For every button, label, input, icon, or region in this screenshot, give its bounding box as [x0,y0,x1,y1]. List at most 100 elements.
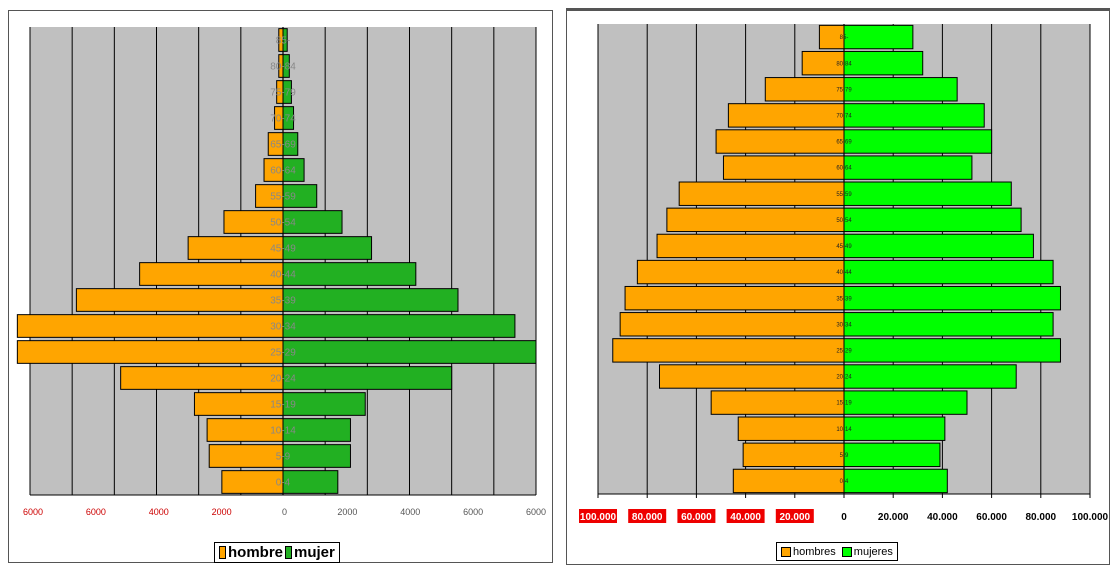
category-label: 60-64 [270,166,296,177]
bar-mujeres-45-49 [843,233,1034,259]
category-label: 35-39 [836,296,852,302]
bar-mujeres-20-24 [843,364,1017,389]
bar-mujeres-10-14 [843,416,946,441]
category-label: 55-59 [270,192,296,203]
x-tick-label: 80.000 [1026,512,1057,523]
x-tick-highlight [579,509,617,523]
x-tick-label: 6000 [526,507,546,517]
legend-label-hombre: hombre [228,544,284,561]
legend-item-hombres: hombres [781,546,836,558]
x-tick-label: 4000 [400,507,420,517]
x-tick-label: 40.000 [927,512,958,523]
x-tick-label: 20.000 [780,512,811,523]
bar-mujer-5-9 [282,444,351,468]
legend-label-mujeres: mujeres [853,545,893,558]
category-label: 40-44 [836,270,852,276]
bar-mujer-25-29 [282,340,537,364]
x-tick-label: 6000 [86,507,106,517]
category-label: 30-34 [270,322,296,333]
category-label: 10-14 [270,426,296,437]
x-tick-label: 60.000 [681,512,712,523]
x-tick-label: 2000 [212,507,232,517]
x-tick-label: 6000 [23,507,43,517]
category-label: 25-29 [836,348,852,354]
bar-mujeres-75-79 [843,77,958,102]
x-tick-label: 0 [841,512,847,523]
x-tick-highlight [726,509,765,523]
bar-mujer-50-54 [282,210,343,234]
legend-swatch-mujer [285,546,293,559]
category-label: 75-79 [270,88,296,99]
x-tick-label: 60.000 [976,512,1007,523]
bar-mujer-80-84 [282,54,290,78]
bar-mujeres-80-84 [843,50,924,76]
category-label: 65-69 [270,140,296,151]
category-label: 75-79 [836,87,852,93]
bar-mujeres-70-74 [843,103,985,128]
category-label: 20-24 [270,374,296,385]
x-tick-label: 100.000 [1072,512,1109,523]
x-tick-label: 6000 [463,507,483,517]
category-label: 35-39 [270,296,296,307]
bar-mujer-70-74 [282,106,295,130]
bar-mujer-55-59 [282,184,318,208]
legend-left: hombre mujer [214,542,340,563]
pyramid-chart-left: 0-4 5-9 10-14 15-19 20-24 25-29 30-34 35-39 40-4… [16,27,546,517]
bar-mujer-10-14 [282,418,351,442]
category-label: 85- [840,35,849,41]
bar-mujeres-35-39 [843,285,1061,311]
bar-mujeres-85- [843,24,914,50]
bar-mujeres-60-64 [843,155,973,180]
category-label: 60-64 [836,166,852,172]
legend-item-hombre: hombre [219,544,283,561]
legend-swatch-hombres [781,546,791,557]
bar-mujeres-5-9 [843,442,941,468]
bar-mujer-35-39 [282,288,459,312]
x-tick-highlight [677,509,716,523]
panel-left-frame [8,10,553,563]
panel-right-frame [566,8,1110,565]
category-label: 0-4 [840,479,849,485]
bar-mujeres-30-34 [843,312,1054,337]
pyramid-chart-right: 0-4 5-9 10-14 15-19 20-24 25-29 30-34 35-39 40-4… [579,24,1109,523]
bar-mujer-60-64 [282,158,305,182]
bar-mujeres-40-44 [843,259,1054,285]
category-label: 15-19 [270,400,296,411]
category-label: 15-19 [836,401,852,407]
category-label: 70-74 [836,113,852,119]
category-label: 30-34 [836,322,852,328]
x-tick-highlight [775,509,814,523]
bar-mujeres-65-69 [843,129,993,154]
category-label: 65-69 [836,140,852,146]
legend-item-mujer: mujer [285,544,335,561]
legend-item-mujeres: mujeres [841,545,893,558]
category-label: 50-54 [836,218,852,224]
bar-mujer-40-44 [282,262,417,286]
category-label: 55-59 [836,192,852,198]
x-tick-label: 40.000 [730,512,761,523]
x-tick-label: 2000 [337,507,357,517]
bar-mujeres-55-59 [843,181,1012,206]
category-label: 85- [276,36,290,47]
bar-mujer-75-79 [282,80,292,104]
category-label: 80-84 [836,61,852,67]
x-tick-highlight [628,509,667,523]
category-label: 45-49 [836,244,852,250]
bar-mujer-45-49 [282,236,373,260]
bar-mujer-65-69 [282,132,299,156]
x-tick-label: 0 [282,507,287,517]
bar-mujeres-50-54 [843,207,1022,233]
bar-mujer-15-19 [282,392,366,416]
x-tick-label: 100.000 [580,512,617,523]
x-tick-label: 80.000 [632,512,663,523]
x-tick-label: 20.000 [878,512,909,523]
bar-mujeres-25-29 [843,338,1061,363]
bar-mujer-20-24 [282,366,453,390]
bar-mujer-0-4 [282,470,339,494]
legend-swatch-mujeres [841,546,852,557]
bar-mujer-85- [282,28,288,52]
category-label: 45-49 [270,244,296,255]
category-label: 10-14 [836,427,852,433]
legend-label-mujer: mujer [294,544,335,561]
